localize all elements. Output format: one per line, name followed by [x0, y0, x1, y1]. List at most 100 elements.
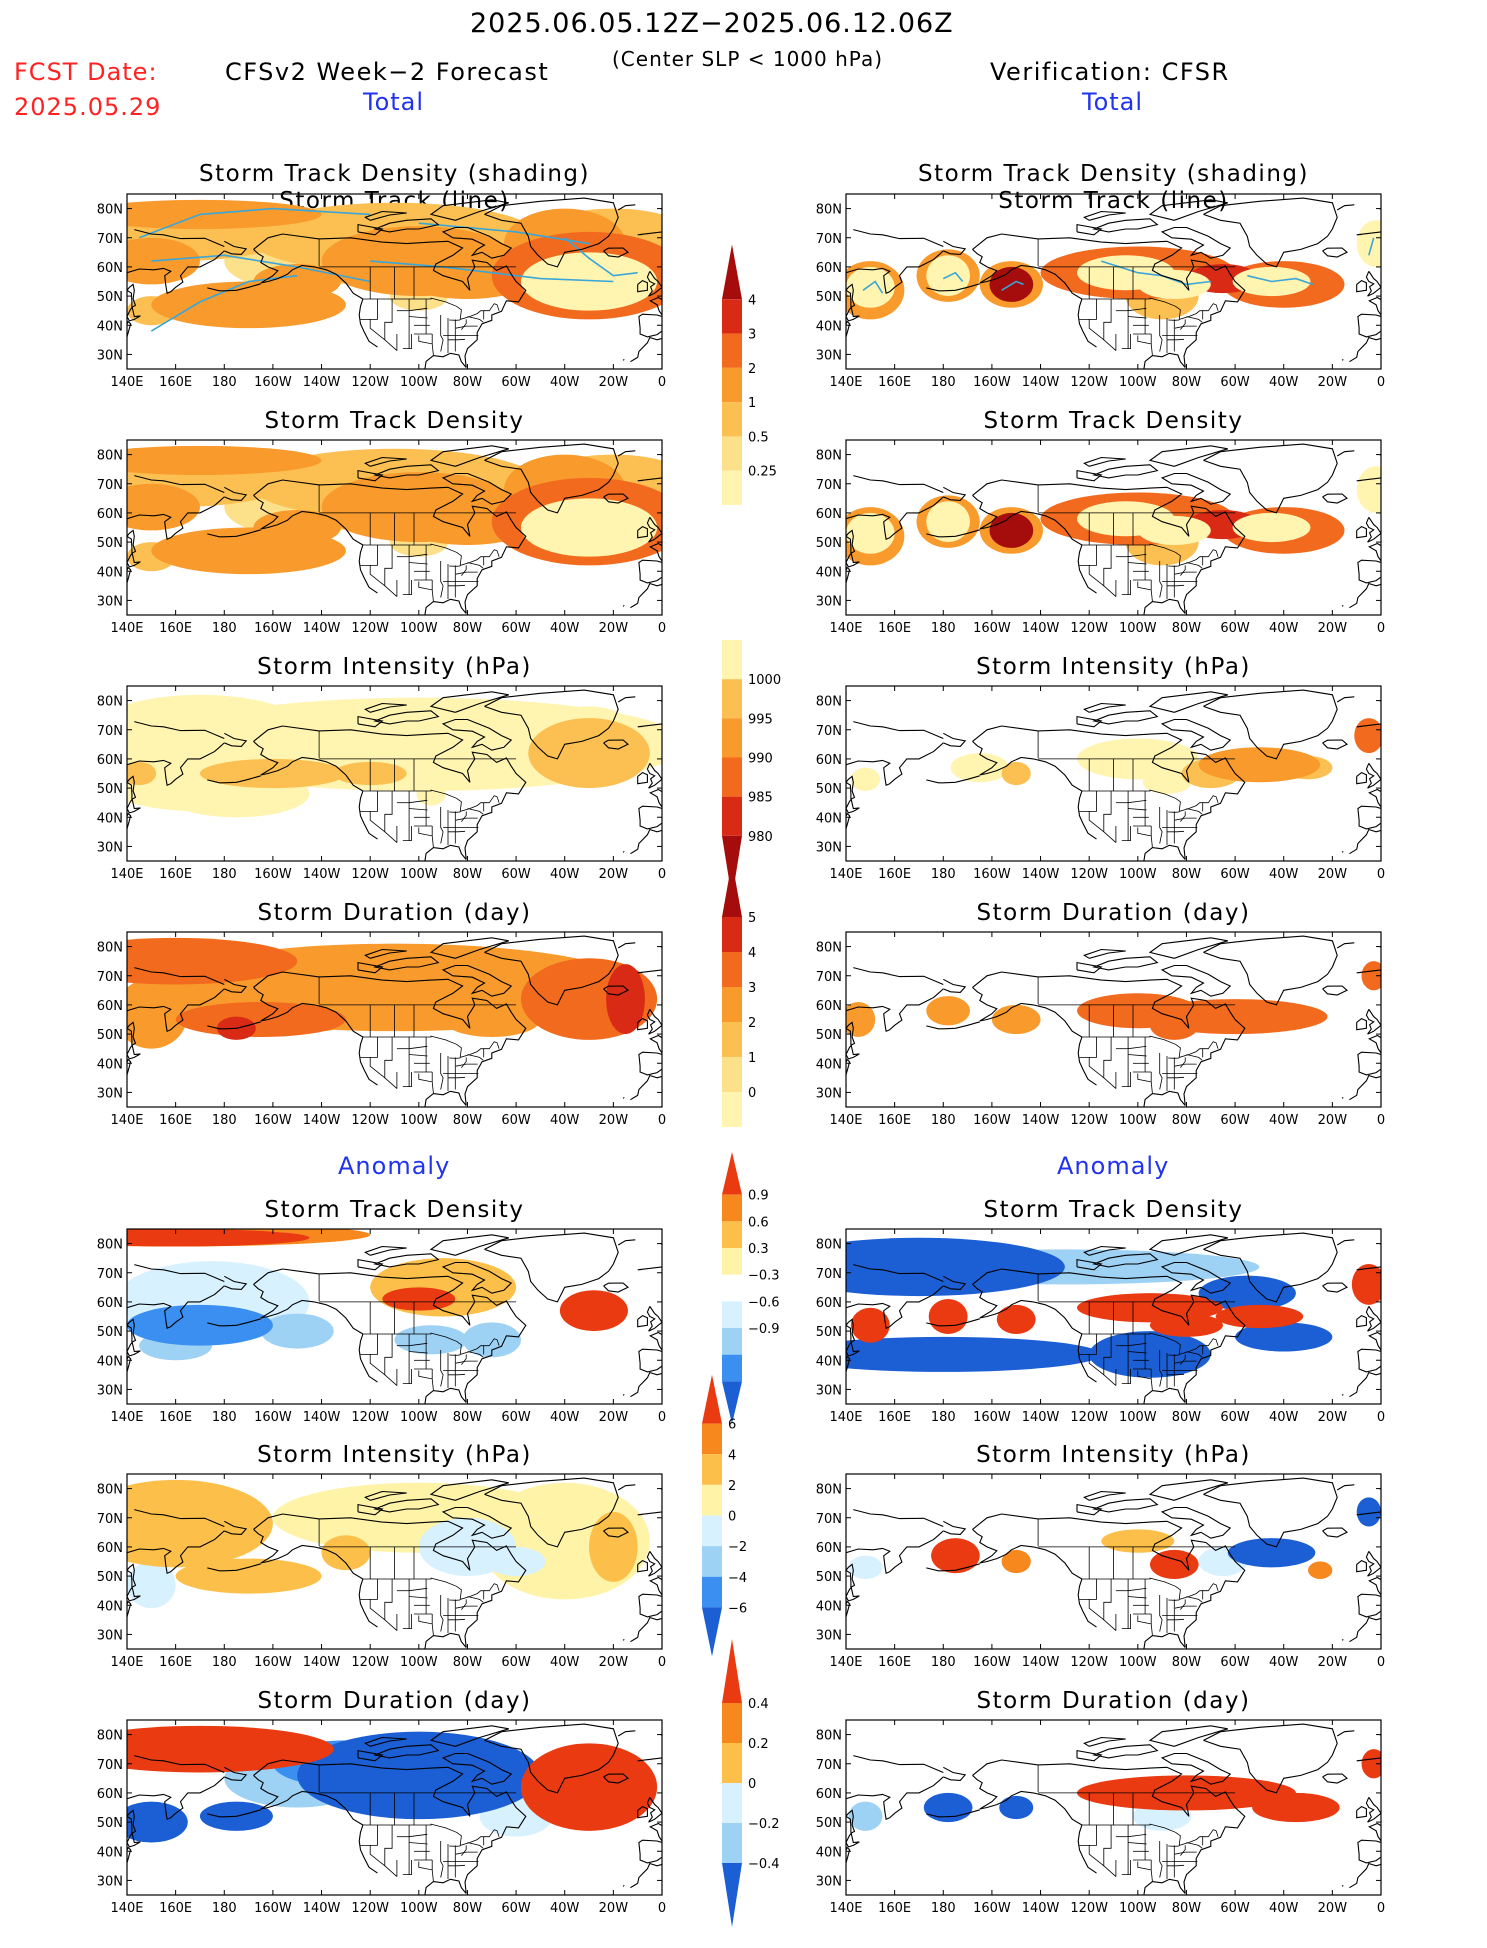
lat-tick-label: 60N: [97, 753, 123, 768]
political-boundary: [363, 1824, 499, 1845]
lat-tick-label: 60N: [97, 999, 123, 1014]
colorbar-swatch: [722, 402, 742, 436]
coastline: [650, 1333, 662, 1351]
coastline: [623, 605, 624, 606]
political-boundary: [1138, 1074, 1153, 1094]
coastline: [1349, 1076, 1381, 1100]
political-boundary: [1187, 1843, 1203, 1849]
shading-cell: [1101, 1529, 1174, 1552]
coastline: [853, 1756, 943, 1773]
lat-tick-label: 30N: [97, 1086, 123, 1101]
lon-tick-label: 160E: [878, 1901, 911, 1916]
political-boundary: [403, 826, 412, 841]
political-boundary: [1128, 800, 1146, 802]
colorbar-label: 0.9: [748, 1189, 769, 1204]
colorbar-label: 6: [728, 1418, 736, 1433]
panel-title-p9-0: Storm Track Density: [165, 1197, 625, 1223]
shading-cell: [521, 1743, 657, 1831]
political-boundary: [461, 565, 466, 575]
colorbar-swatch: [722, 1022, 742, 1057]
political-boundary: [409, 563, 428, 565]
lon-tick-label: 60W: [1220, 1113, 1250, 1128]
lat-tick-label: 30N: [97, 840, 123, 855]
coastline: [1323, 986, 1347, 995]
political-boundary: [468, 317, 484, 323]
lon-tick-label: 120W: [1070, 1655, 1108, 1670]
political-boundary: [1160, 807, 1162, 844]
political-boundary: [441, 315, 443, 352]
political-boundary: [409, 1843, 428, 1845]
colorbar-swatch: [722, 1248, 742, 1275]
political-boundary: [1175, 1064, 1197, 1066]
political-boundary: [448, 1077, 465, 1078]
shading-cell: [521, 252, 657, 310]
lon-tick-label: 120W: [1070, 621, 1108, 636]
coastline: [1349, 1373, 1381, 1397]
lon-tick-label: 160E: [878, 621, 911, 636]
political-boundary: [1180, 811, 1185, 821]
coastline: [973, 987, 1097, 1085]
colorbar-swatch: [722, 1863, 742, 1927]
lat-tick-label: 30N: [816, 594, 842, 609]
coastline: [1144, 1879, 1185, 1895]
political-boundary: [1175, 326, 1197, 328]
lon-tick-label: 80W: [453, 375, 483, 390]
lon-tick-label: 100W: [1119, 1655, 1157, 1670]
shading-cell: [395, 1325, 468, 1354]
political-boundary: [1167, 1619, 1184, 1620]
lat-tick-label: 50N: [97, 1816, 123, 1831]
colorbar-label: 0.6: [748, 1215, 769, 1230]
lon-tick-label: 140W: [1022, 1410, 1060, 1425]
colorbar-swatch: [702, 1454, 722, 1485]
coastline: [1204, 1478, 1338, 1547]
lon-tick-label: 100W: [1119, 621, 1157, 636]
lat-tick-label: 30N: [97, 594, 123, 609]
shading-cell: [1308, 1562, 1332, 1580]
right-anomaly-label: Anomaly: [1057, 1152, 1169, 1180]
political-boundary: [1082, 1036, 1218, 1057]
political-boundary: [1138, 1862, 1153, 1882]
political-boundary: [441, 1350, 443, 1387]
lon-tick-label: 140E: [829, 1410, 862, 1425]
political-boundary: [448, 1619, 465, 1620]
shading-cell: [416, 782, 445, 805]
coastline: [1357, 281, 1367, 292]
coastline: [943, 1521, 965, 1534]
political-boundary: [456, 1606, 478, 1608]
coastline: [638, 1267, 662, 1270]
lon-tick-label: 20W: [599, 1901, 629, 1916]
coastline: [1342, 1885, 1343, 1886]
lon-tick-label: 80W: [1172, 1113, 1202, 1128]
colorbar-swatch: [722, 917, 742, 952]
lon-tick-label: 100W: [1119, 1901, 1157, 1916]
shading-cell: [1228, 1538, 1316, 1567]
lon-tick-label: 140W: [1022, 1113, 1060, 1128]
lat-tick-label: 50N: [97, 1570, 123, 1585]
shading-cell: [1362, 961, 1386, 990]
colorbar-label: 3: [748, 981, 756, 996]
lon-tick-label: 140E: [110, 621, 143, 636]
coastline: [1323, 1283, 1347, 1292]
coastline: [650, 790, 662, 808]
colorbar-swatch: [722, 797, 742, 836]
lat-tick-label: 40N: [97, 1057, 123, 1072]
lon-tick-label: 80W: [453, 1410, 483, 1425]
coastline: [1084, 950, 1125, 959]
shading-cell: [1362, 1749, 1386, 1778]
shading-cell: [115, 1802, 188, 1843]
lon-tick-label: 160E: [159, 375, 192, 390]
lat-tick-label: 40N: [97, 565, 123, 580]
coastline: [1357, 527, 1367, 538]
political-boundary: [1180, 1057, 1185, 1067]
coastline: [127, 1046, 140, 1059]
colorbar-label: −6: [728, 1601, 747, 1616]
political-boundary: [456, 326, 478, 328]
coastline: [127, 1343, 140, 1356]
colorbar-swatch: [722, 1057, 742, 1092]
coastline: [1144, 1091, 1185, 1107]
political-boundary: [1089, 565, 1104, 585]
political-boundary: [363, 1578, 499, 1599]
colorbar-swatch: [722, 718, 742, 757]
